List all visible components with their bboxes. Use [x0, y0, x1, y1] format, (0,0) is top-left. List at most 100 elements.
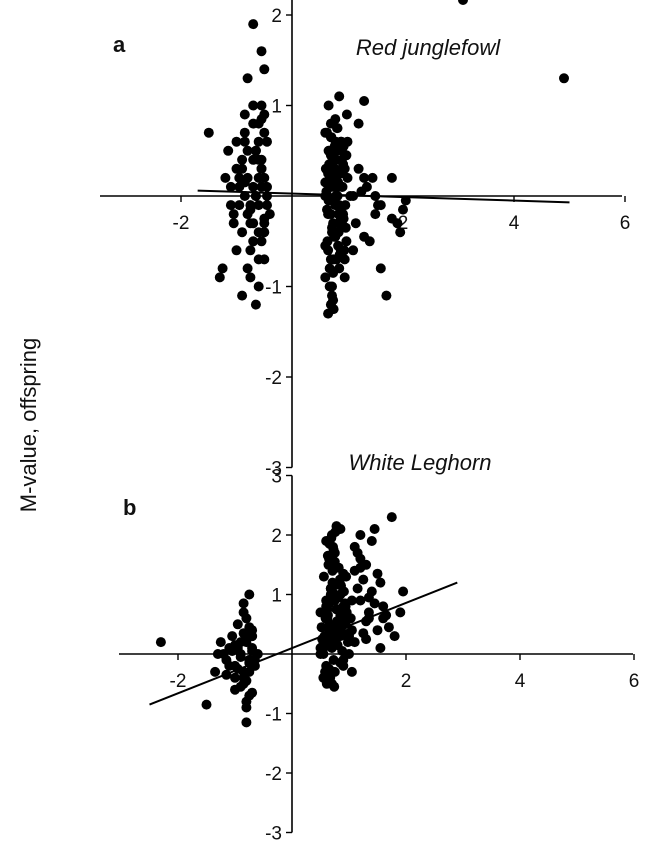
data-point [244, 589, 255, 600]
data-point [375, 263, 386, 274]
data-point [237, 290, 248, 301]
data-point [224, 660, 235, 671]
data-point [369, 524, 380, 534]
y-tick-label: -2 [265, 368, 282, 389]
data-point [238, 607, 249, 618]
data-point [355, 595, 366, 606]
data-point [352, 583, 363, 594]
data-point [248, 100, 259, 111]
data-point [320, 272, 331, 283]
data-point [329, 628, 340, 639]
data-point [245, 204, 256, 215]
data-point [241, 717, 252, 728]
data-point [370, 191, 381, 201]
data-point [259, 64, 270, 75]
data-point [355, 530, 366, 540]
y-tick-label: 2 [271, 526, 282, 547]
data-point [332, 123, 343, 134]
data-point [242, 263, 253, 274]
y-axis-label: M-value, offspring [16, 338, 41, 512]
data-point [325, 672, 336, 683]
data-point [324, 663, 335, 674]
data-point [395, 607, 406, 618]
data-point [224, 643, 235, 653]
data-point [242, 73, 253, 84]
data-point [248, 19, 259, 30]
panel-letter: a [113, 32, 126, 57]
data-point [353, 163, 364, 174]
panel-letter: b [123, 495, 136, 520]
data-point [231, 245, 242, 256]
data-point [332, 604, 343, 615]
data-point [225, 181, 236, 192]
data-point [326, 533, 337, 543]
y-tick-label: -3 [265, 824, 282, 845]
data-point [210, 666, 221, 677]
data-point [250, 191, 261, 201]
data-point [234, 200, 245, 211]
data-point [331, 181, 342, 192]
data-point [245, 245, 256, 256]
data-point [381, 610, 392, 621]
data-point [262, 181, 272, 192]
data-point [338, 141, 349, 152]
data-point [359, 172, 370, 183]
data-point [358, 574, 369, 585]
data-point [342, 637, 353, 648]
x-tick-label: 4 [509, 213, 520, 234]
data-point [383, 622, 394, 633]
data-point [228, 218, 239, 229]
data-point [381, 290, 392, 301]
data-point [355, 562, 366, 573]
data-point [247, 687, 258, 698]
data-point [363, 613, 374, 624]
data-point [325, 150, 336, 161]
data-point [262, 200, 272, 211]
data-point [239, 127, 250, 138]
x-tick-label: 4 [515, 671, 526, 692]
data-point [239, 191, 250, 201]
y-tick-label: -2 [265, 764, 282, 785]
data-point [325, 583, 336, 594]
data-point [458, 0, 468, 5]
data-point [256, 163, 267, 174]
data-point [323, 100, 334, 111]
panel-b-white-leghorn: b White Leghorn -2 2 4 6 3 2 1 -1 -2 -3 [119, 0, 639, 845]
data-point [336, 580, 346, 591]
data-point [386, 512, 397, 523]
data-point [237, 163, 248, 174]
data-point [366, 536, 377, 546]
data-point [322, 236, 333, 247]
data-point [253, 227, 264, 238]
data-point [259, 213, 270, 224]
data-point [247, 646, 258, 656]
data-point [346, 666, 357, 677]
data-point [359, 231, 370, 242]
data-point [235, 652, 246, 662]
data-point [203, 127, 214, 138]
data-point [398, 586, 409, 597]
data-point [359, 96, 370, 106]
data-point [253, 154, 264, 165]
data-point [237, 227, 248, 238]
data-point [329, 681, 340, 692]
data-point [339, 619, 350, 630]
data-point [370, 209, 381, 220]
data-point [328, 267, 339, 278]
data-point [386, 172, 397, 183]
data-point [373, 200, 383, 211]
data-point [220, 172, 231, 183]
y-tick-label: 2 [271, 6, 282, 27]
data-point [329, 556, 340, 567]
data-point [250, 299, 261, 310]
data-point [238, 666, 249, 677]
x-tick-label: 6 [620, 213, 631, 234]
data-point [321, 191, 332, 201]
data-point [349, 541, 360, 552]
data-point [248, 236, 259, 247]
data-point [256, 100, 267, 111]
data-point [256, 46, 267, 57]
data-point [217, 263, 228, 274]
